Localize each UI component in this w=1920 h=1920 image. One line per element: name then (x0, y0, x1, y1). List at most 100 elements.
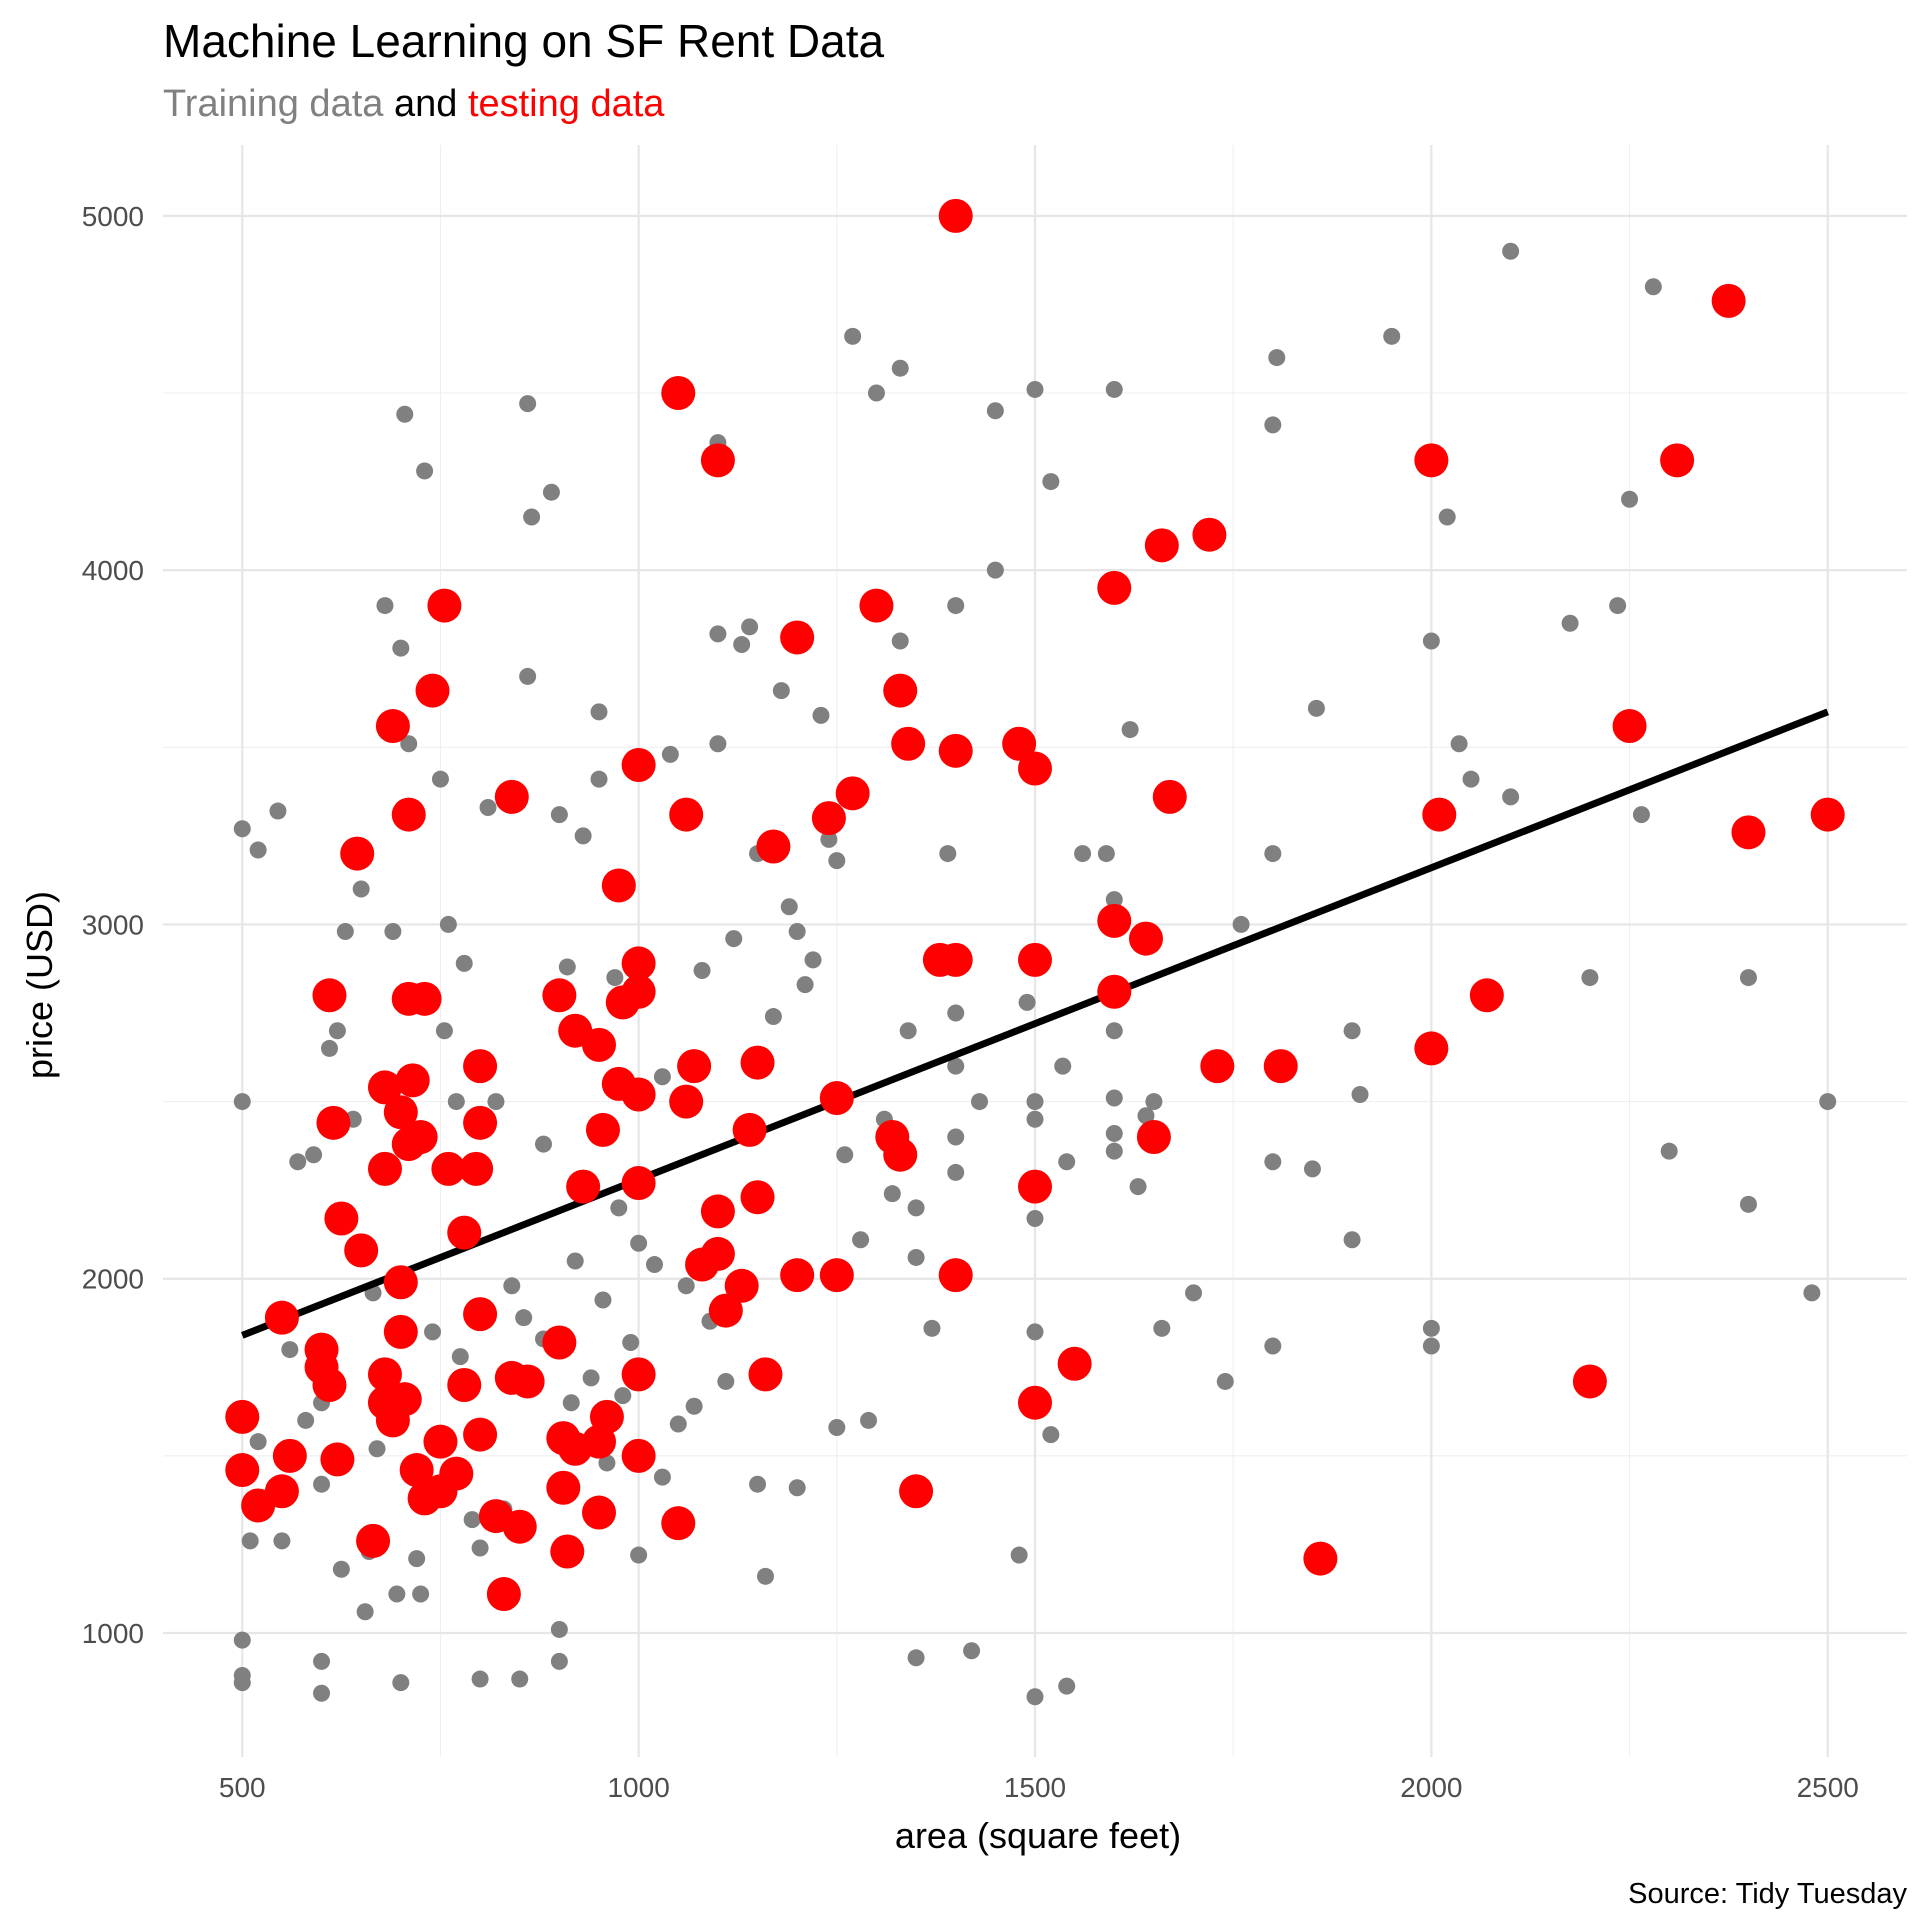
training-point (986, 402, 1004, 420)
training-point (479, 799, 497, 817)
testing-point (1128, 921, 1163, 956)
training-point (550, 806, 568, 824)
training-point (562, 1394, 580, 1412)
training-point (590, 703, 608, 721)
testing-point (1731, 815, 1766, 850)
training-point (233, 1674, 251, 1692)
testing-point (225, 1453, 260, 1488)
training-point (828, 1419, 846, 1437)
training-point (772, 682, 790, 700)
testing-point (1018, 1385, 1052, 1420)
testing-point (383, 1095, 418, 1130)
testing-point (835, 776, 870, 811)
training-point (1422, 1337, 1440, 1355)
training-point (431, 770, 449, 788)
training-point (709, 735, 727, 753)
testing-point (407, 981, 442, 1016)
training-point (883, 1185, 901, 1203)
training-point (1450, 735, 1468, 753)
training-point (598, 1454, 616, 1472)
training-point (1026, 1688, 1044, 1706)
training-point (594, 1291, 612, 1309)
training-point (289, 1153, 307, 1171)
training-point (455, 954, 473, 972)
testing-point (780, 1258, 815, 1293)
training-point (1232, 915, 1250, 933)
testing-point (546, 1470, 581, 1505)
training-point (582, 1369, 600, 1387)
testing-point (740, 1180, 775, 1215)
testing-point (542, 978, 577, 1013)
training-point (297, 1411, 315, 1429)
x-tick-label: 500 (219, 1772, 266, 1803)
testing-point (356, 1523, 391, 1558)
testing-point (439, 1456, 474, 1491)
subtitle-testing-label: testing data (468, 83, 665, 125)
testing-point (1018, 942, 1052, 977)
testing-point (661, 1506, 696, 1541)
testing-point (859, 588, 894, 623)
testing-point (427, 588, 462, 623)
testing-point (883, 1137, 918, 1172)
x-tick-label: 2000 (1400, 1772, 1462, 1803)
testing-point (367, 1151, 402, 1186)
training-point (328, 1022, 346, 1040)
testing-point (661, 376, 696, 410)
training-point (844, 327, 862, 345)
training-point (439, 915, 457, 933)
training-point (693, 961, 711, 979)
testing-point (1660, 443, 1695, 478)
training-point (471, 1670, 489, 1688)
training-point (1264, 845, 1282, 863)
training-point (622, 1333, 640, 1351)
training-point (1561, 614, 1579, 632)
testing-point (883, 673, 918, 708)
training-point (550, 1652, 568, 1670)
training-point (986, 561, 1004, 579)
training-point (1264, 1153, 1282, 1171)
training-point (241, 1532, 259, 1550)
testing-point (391, 797, 426, 832)
y-axis-ticks: 1000 2000 3000 4000 5000 (82, 201, 144, 1649)
testing-point (1097, 570, 1132, 605)
testing-point (700, 1194, 735, 1229)
testing-point (585, 1112, 620, 1147)
testing-point (621, 946, 656, 981)
training-point (1351, 1085, 1369, 1103)
x-tick-label: 1500 (1004, 1772, 1066, 1803)
training-point (947, 1163, 965, 1181)
testing-point (1136, 1120, 1171, 1154)
training-point (400, 735, 418, 753)
testing-point (1414, 443, 1449, 478)
training-point (1216, 1372, 1234, 1390)
testing-point (550, 1534, 585, 1569)
training-point (356, 1603, 374, 1621)
training-point (947, 1057, 965, 1075)
training-point (733, 636, 751, 654)
training-point (1307, 699, 1325, 717)
training-point (416, 462, 434, 480)
testing-point (756, 829, 791, 864)
training-point (1010, 1546, 1028, 1564)
training-point (1185, 1284, 1203, 1302)
training-point (392, 1674, 410, 1692)
testing-point (447, 1215, 482, 1250)
training-point (1026, 1323, 1044, 1341)
training-point (1343, 1231, 1361, 1249)
training-point (1264, 416, 1282, 434)
testing-point (1303, 1541, 1338, 1576)
training-point (947, 1004, 965, 1022)
training-point (614, 1387, 632, 1405)
testing-point (264, 1300, 299, 1335)
testing-point (1018, 1169, 1052, 1204)
training-point (352, 880, 370, 898)
testing-point (582, 1495, 616, 1530)
training-point (249, 1433, 267, 1451)
training-point (511, 1670, 529, 1688)
testing-point (938, 733, 973, 768)
training-point (891, 632, 909, 650)
training-point (519, 395, 537, 413)
testing-point (1810, 797, 1845, 832)
testing-point (1097, 974, 1132, 1009)
